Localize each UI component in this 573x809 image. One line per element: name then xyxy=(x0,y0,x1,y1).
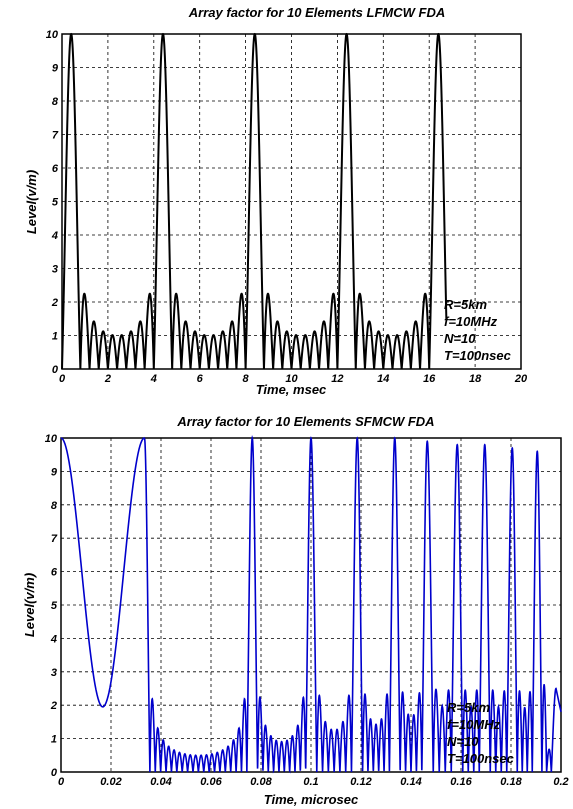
chart-2-x-tick-label: 0.12 xyxy=(350,776,371,788)
chart-1-annotation-period: T=100nsec xyxy=(444,348,512,363)
chart-1-x-tick-label: 8 xyxy=(243,373,250,385)
chart-1-x-tick-label: 14 xyxy=(377,373,389,385)
chart-2-x-tick-label: 0.2 xyxy=(553,776,568,788)
chart-1-y-tick-label: 6 xyxy=(52,163,59,175)
chart-2-y-tick-label: 0 xyxy=(51,767,58,779)
chart-2-y-axis-label: Level(v/m) xyxy=(22,573,37,637)
chart-2-x-tick-label: 0.1 xyxy=(303,776,318,788)
chart-2-x-ticks: 0 0.02 0.04 0.06 0.08 0.1 0.12 0.14 0.16 0.18 0.2 xyxy=(58,776,569,788)
chart-2-y-tick-label: 8 xyxy=(51,500,58,512)
chart-2-x-tick-label: 0.18 xyxy=(500,776,522,788)
chart-1-y-tick-label: 5 xyxy=(52,197,59,209)
chart-2-x-tick-label: 0.04 xyxy=(150,776,171,788)
chart-1-x-tick-label: 6 xyxy=(197,373,204,385)
chart-1-x-tick-label: 12 xyxy=(331,373,343,385)
chart-1-y-tick-label: 0 xyxy=(52,364,59,376)
chart-2-y-tick-label: 3 xyxy=(51,667,57,679)
chart-1-x-tick-label: 10 xyxy=(285,373,298,385)
chart-2-annotation-frequency: f=10MHz xyxy=(447,717,501,732)
chart-1-x-ticks: 0 2 4 6 8 10 12 14 16 18 20 xyxy=(59,373,528,385)
chart-2-annotation-range: R=5km xyxy=(447,700,490,715)
chart-2-y-tick-label: 10 xyxy=(45,433,58,445)
chart-1-x-tick-label: 4 xyxy=(150,373,157,385)
chart-1-x-tick-label: 18 xyxy=(469,373,482,385)
chart-2-y-tick-label: 5 xyxy=(51,600,58,612)
chart-2-y-tick-label: 1 xyxy=(51,734,57,746)
chart-2-x-tick-label: 0.02 xyxy=(100,776,121,788)
chart-2: Array factor for 10 Elements SFMCW FDA 0… xyxy=(22,414,569,807)
chart-1-y-tick-label: 4 xyxy=(51,230,58,242)
chart-2-y-tick-label: 2 xyxy=(50,700,57,712)
chart-1-y-axis-label: Level(v/m) xyxy=(24,170,39,234)
chart-1-grid xyxy=(62,34,521,369)
chart-1-annotation-range: R=5km xyxy=(444,297,487,312)
chart-1-annotation-box: R=5km f=10MHz N=10 T=100nsec xyxy=(444,297,512,363)
chart-1-x-tick-label: 2 xyxy=(104,373,111,385)
chart-2-annotation-box: R=5km f=10MHz N=10 T=100nsec xyxy=(447,700,515,766)
chart-1-y-ticks: 0 1 2 3 4 5 6 7 8 9 10 xyxy=(46,29,59,376)
chart-1-y-tick-label: 1 xyxy=(52,331,58,343)
chart-2-title: Array factor for 10 Elements SFMCW FDA xyxy=(176,414,434,429)
chart-1-y-tick-label: 3 xyxy=(52,264,58,276)
chart-1-annotation-elements: N=10 xyxy=(444,331,476,346)
chart-2-y-tick-label: 9 xyxy=(51,466,58,478)
chart-2-x-tick-label: 0.08 xyxy=(250,776,272,788)
chart-1-y-tick-label: 2 xyxy=(51,297,58,309)
chart-1-x-tick-label: 16 xyxy=(423,373,436,385)
chart-1-title: Array factor for 10 Elements LFMCW FDA xyxy=(188,5,445,20)
chart-2-y-ticks: 0 1 2 3 4 5 6 7 8 9 10 xyxy=(45,433,58,779)
chart-2-annotation-elements: N=10 xyxy=(447,734,479,749)
chart-2-y-tick-label: 7 xyxy=(51,533,58,545)
chart-1-y-tick-label: 7 xyxy=(52,130,59,142)
chart-1: Array factor for 10 Elements LFMCW FDA 0… xyxy=(24,5,528,397)
chart-1-series-line xyxy=(61,32,448,370)
chart-2-x-tick-label: 0.06 xyxy=(200,776,222,788)
chart-1-y-tick-label: 9 xyxy=(52,63,59,75)
chart-2-x-tick-label: 0.16 xyxy=(450,776,472,788)
chart-2-y-tick-label: 4 xyxy=(50,633,57,645)
chart-1-x-tick-label: 20 xyxy=(514,373,528,385)
chart-1-x-axis-label: Time, msec xyxy=(256,382,327,397)
chart-1-y-tick-label: 8 xyxy=(52,96,59,108)
chart-1-annotation-frequency: f=10MHz xyxy=(444,314,498,329)
chart-1-x-tick-label: 0 xyxy=(59,373,66,385)
chart-1-y-tick-label: 10 xyxy=(46,29,59,41)
chart-2-x-axis-label: Time, microsec xyxy=(264,792,359,807)
chart-2-x-tick-label: 0 xyxy=(58,776,65,788)
chart-2-y-tick-label: 6 xyxy=(51,567,58,579)
chart-2-annotation-period: T=100nsec xyxy=(447,751,515,766)
chart-2-series-line xyxy=(60,435,562,774)
chart-2-x-tick-label: 0.14 xyxy=(400,776,421,788)
